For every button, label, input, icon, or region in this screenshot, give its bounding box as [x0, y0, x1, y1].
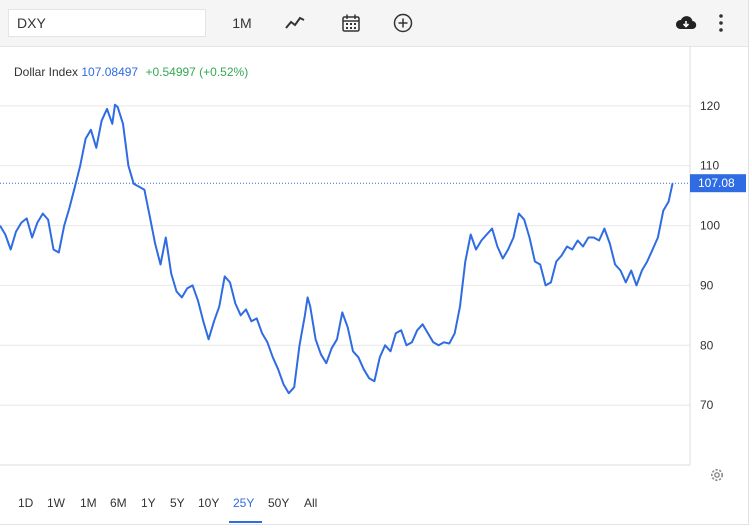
- price-chart[interactable]: 7080901001101202002200620102014201820221…: [0, 46, 748, 466]
- settings-gear-icon[interactable]: [708, 466, 726, 489]
- range-button-1m[interactable]: 1M: [80, 496, 97, 510]
- add-circle-icon[interactable]: [392, 12, 414, 39]
- legend-name: Dollar Index: [14, 65, 79, 79]
- range-button-25y[interactable]: 25Y: [233, 496, 255, 510]
- calendar-icon[interactable]: [340, 12, 362, 39]
- range-button-10y[interactable]: 10Y: [198, 496, 220, 510]
- more-vertical-icon[interactable]: [714, 12, 728, 39]
- series-line-dollar-index[interactable]: [0, 103, 674, 395]
- y-tick-label: 70: [700, 398, 714, 412]
- range-button-1w[interactable]: 1W: [47, 496, 65, 510]
- y-tick-label: 90: [700, 278, 714, 292]
- chart-toolbar: DXY 1M: [0, 0, 748, 47]
- trend-line-icon[interactable]: [284, 12, 306, 39]
- y-tick-label: 100: [700, 219, 720, 233]
- legend-value: 107.08497: [81, 65, 139, 79]
- interval-button[interactable]: 1M: [232, 15, 252, 31]
- symbol-search-input[interactable]: DXY: [8, 9, 206, 37]
- range-button-5y[interactable]: 5Y: [170, 496, 185, 510]
- active-range-underline: [229, 521, 262, 523]
- range-button-all[interactable]: All: [304, 496, 318, 510]
- cloud-download-icon[interactable]: [674, 12, 698, 39]
- last-price-label: 107.08: [698, 176, 735, 190]
- y-tick-label: 110: [700, 159, 719, 173]
- range-button-1d[interactable]: 1D: [18, 496, 34, 510]
- range-button-6m[interactable]: 6M: [110, 496, 127, 510]
- range-button-50y[interactable]: 50Y: [268, 496, 290, 510]
- range-selector: 1D 1W 1M 6M 1Y 5Y 10Y 25Y 50Y All: [0, 486, 748, 524]
- chart-legend: Dollar Index 107.08497 +0.54997 (+0.52%): [14, 65, 248, 79]
- last-price-tag: [690, 174, 746, 193]
- legend-change: +0.54997 (+0.52%): [145, 65, 249, 79]
- range-button-1y[interactable]: 1Y: [141, 496, 156, 510]
- y-tick-label: 120: [700, 99, 720, 113]
- y-tick-label: 80: [700, 338, 714, 352]
